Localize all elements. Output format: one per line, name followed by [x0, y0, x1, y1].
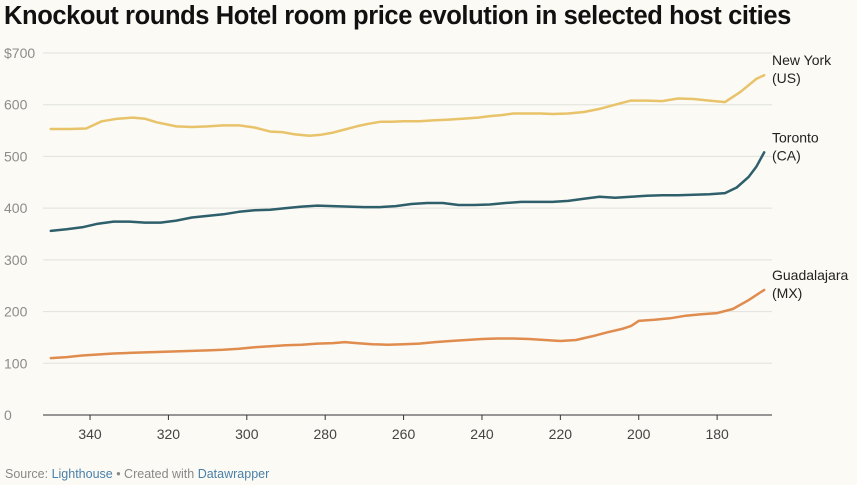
series-label: Guadalajara (MX) — [772, 267, 848, 301]
created-with-text: • Created with — [112, 467, 198, 481]
x-tick-label: 240 — [470, 426, 494, 442]
x-tick-label: 180 — [705, 426, 729, 442]
y-tick-label: 200 — [4, 304, 28, 320]
series-line-toronto — [49, 151, 766, 233]
y-tick-label: $700 — [4, 45, 35, 61]
x-tick-label: 200 — [627, 426, 651, 442]
x-axis-tick-labels: 340 320 300 280 260 240 220 200 180 — [78, 415, 729, 442]
source-footer: Source: Lighthouse • Created with Datawr… — [5, 467, 269, 481]
chart-title: Knockout rounds Hotel room price evoluti… — [4, 2, 791, 30]
x-tick-label: 340 — [78, 426, 102, 442]
grid-lines — [43, 52, 772, 416]
y-axis-tick-labels: 0 100 200 300 400 500 600 $700 — [4, 45, 35, 423]
datawrapper-link[interactable]: Datawrapper — [197, 467, 270, 481]
y-tick-label: 300 — [4, 252, 28, 268]
x-tick-label: 220 — [549, 426, 573, 442]
source-link[interactable]: Lighthouse — [51, 467, 113, 481]
source-prefix: Source: — [5, 467, 52, 481]
y-tick-label: 500 — [4, 148, 28, 164]
series-labels: New York (US) Toronto (CA) Guadalajara (MX) — [772, 52, 848, 301]
y-tick-label: 400 — [4, 200, 28, 216]
x-tick-label: 300 — [235, 426, 259, 442]
x-tick-label: 320 — [157, 426, 181, 442]
series-lines — [49, 73, 766, 360]
series-label: New York (US) — [772, 52, 832, 86]
series-line-new-york — [49, 73, 766, 137]
series-label: Toronto (CA) — [772, 129, 819, 163]
x-tick-label: 280 — [314, 426, 338, 442]
x-tick-label: 260 — [392, 426, 416, 442]
y-tick-label: 100 — [4, 355, 28, 371]
y-tick-label: 0 — [4, 407, 12, 423]
y-tick-label: 600 — [4, 97, 28, 113]
series-line-guadalajara — [49, 288, 766, 360]
